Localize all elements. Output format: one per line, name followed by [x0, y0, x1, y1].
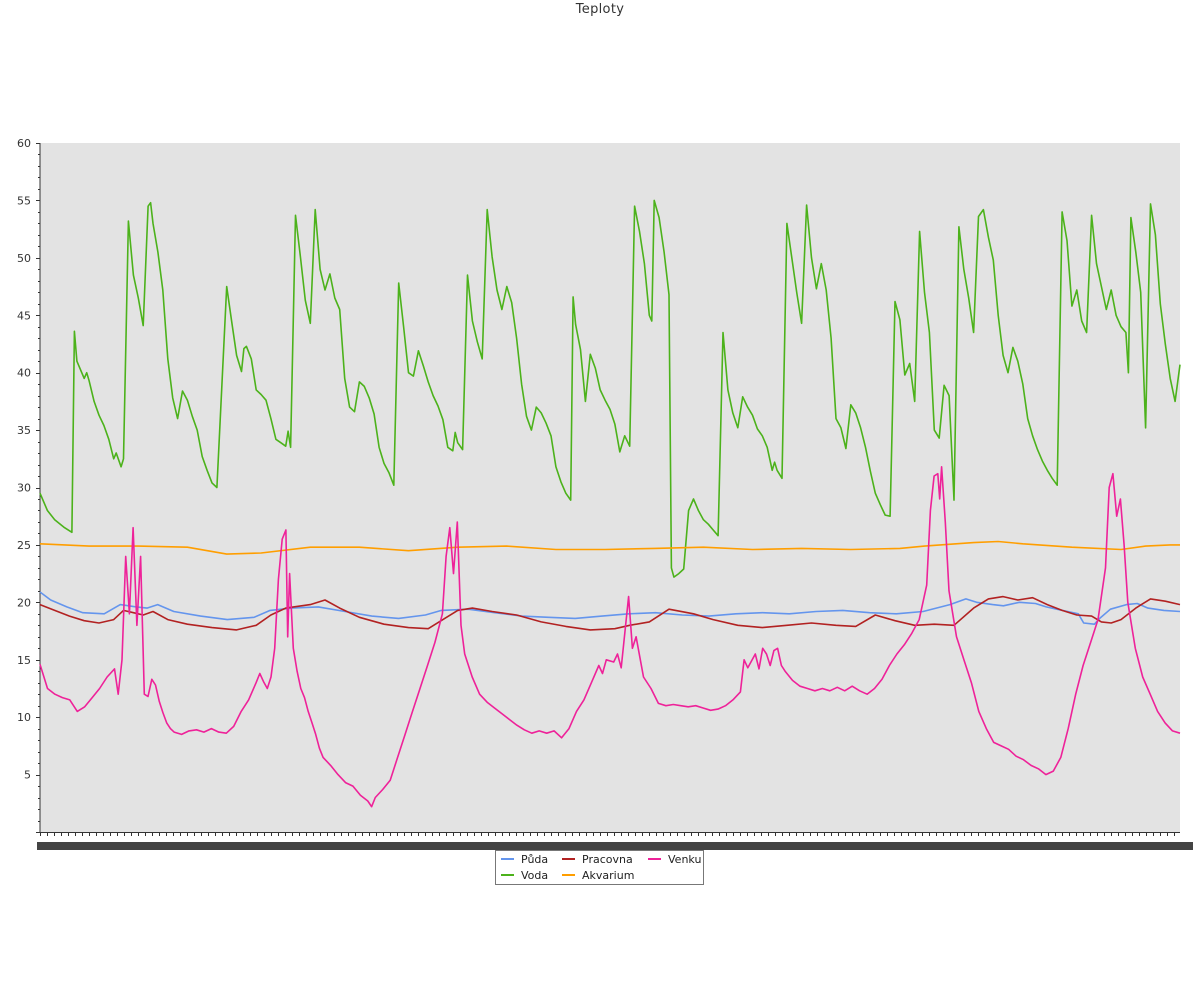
y-tick-label: 30: [17, 482, 31, 495]
legend-swatch-puda: [501, 858, 514, 860]
legend-label-puda: Půda: [521, 853, 549, 866]
y-tick-label: 35: [17, 424, 31, 437]
y-axis: 5 10 15 20 25 30 35 40 45 50 55 60: [17, 137, 41, 833]
x-tick-labels-overlapping: [37, 842, 1193, 850]
y-tick-label: 60: [17, 137, 31, 150]
legend-label-venku: Venku: [668, 853, 702, 866]
y-tick-label: 15: [17, 654, 31, 667]
y-tick-label: 45: [17, 309, 31, 322]
legend: Půda Pracovna Venku Voda Akvarium: [495, 850, 704, 885]
series-line-voda: [39, 199, 1181, 578]
chart-title: Teploty: [575, 2, 625, 17]
legend-item-pracovna: Pracovna: [562, 852, 633, 868]
y-tick-label: 10: [17, 711, 31, 724]
y-tick-label: 20: [17, 596, 31, 609]
y-tick-label: 50: [17, 252, 31, 265]
x-axis: [37, 832, 1193, 850]
legend-item-voda: Voda: [501, 868, 548, 884]
legend-swatch-akvarium: [562, 874, 575, 876]
legend-label-pracovna: Pracovna: [582, 853, 633, 866]
series-line-venku: [39, 465, 1181, 808]
series-layer: [39, 199, 1181, 808]
series-line-akvarium: [39, 540, 1180, 555]
legend-item-puda: Půda: [501, 852, 548, 868]
series-line-puda: [39, 591, 1181, 626]
legend-item-akvarium: Akvarium: [562, 868, 634, 884]
legend-item-venku: Venku: [648, 852, 701, 868]
y-tick-label: 25: [17, 539, 31, 552]
y-tick-label: 40: [17, 367, 31, 380]
legend-label-voda: Voda: [521, 869, 549, 882]
plot-background: [40, 143, 1180, 832]
legend-label-akvarium: Akvarium: [582, 869, 635, 882]
legend-swatch-voda: [501, 874, 514, 876]
legend-swatch-pracovna: [562, 858, 575, 860]
y-tick-label: 55: [17, 194, 31, 207]
legend-swatch-venku: [648, 858, 661, 860]
series-line-pracovna: [39, 595, 1181, 631]
y-tick-label: 5: [24, 769, 31, 782]
